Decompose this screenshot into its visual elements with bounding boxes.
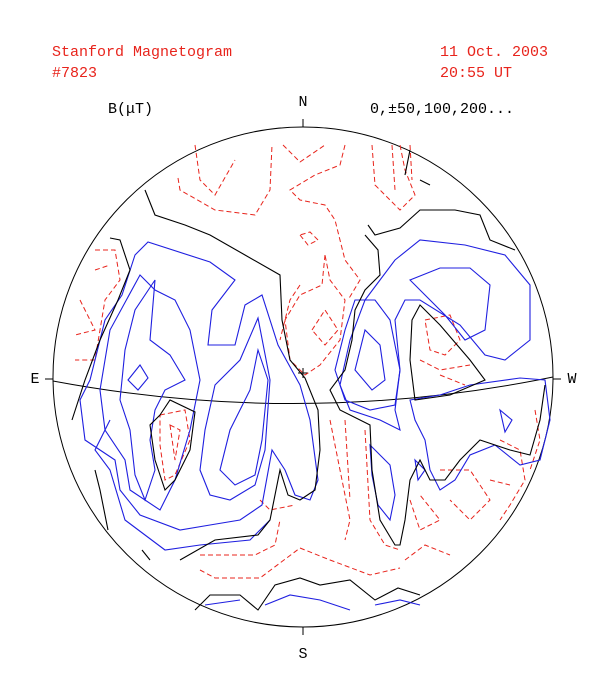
title: Stanford Magnetogram bbox=[52, 44, 232, 61]
north-label: N bbox=[298, 94, 307, 111]
unit-label: B(μT) bbox=[108, 101, 153, 118]
south-label: S bbox=[298, 646, 307, 663]
negative-contours bbox=[74, 144, 541, 579]
contour-levels: 0,±50,100,200... bbox=[370, 101, 514, 118]
map-number: #7823 bbox=[52, 65, 97, 82]
disk bbox=[45, 119, 561, 635]
date: 11 Oct. 2003 bbox=[440, 44, 548, 61]
east-label: E bbox=[30, 371, 39, 388]
west-label: W bbox=[567, 371, 576, 388]
positive-contours bbox=[79, 239, 551, 611]
time: 20:55 UT bbox=[440, 65, 512, 82]
neutral-line bbox=[71, 149, 546, 611]
